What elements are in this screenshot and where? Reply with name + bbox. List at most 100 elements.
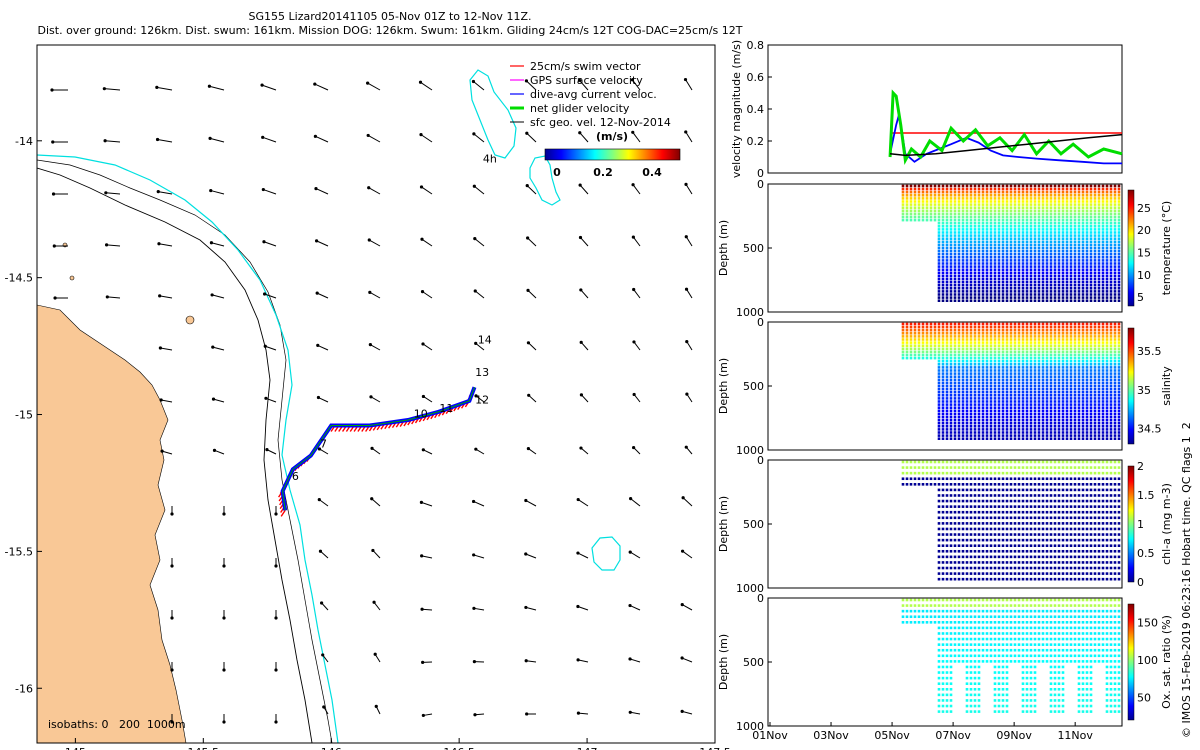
section-point — [1009, 328, 1013, 332]
velocity-arrow — [261, 84, 277, 91]
section-point — [933, 332, 937, 335]
section-point — [965, 397, 969, 400]
section-point — [1021, 218, 1025, 222]
section-point — [1049, 403, 1053, 406]
section-point — [1093, 256, 1097, 259]
section-point — [1105, 259, 1109, 262]
section-point — [1009, 256, 1013, 259]
section-point — [977, 347, 981, 351]
section-point — [985, 215, 989, 219]
section-point — [1057, 328, 1061, 332]
section-point — [1037, 549, 1041, 553]
section-point — [901, 471, 905, 475]
section-point — [949, 421, 953, 425]
section-point — [989, 283, 993, 287]
section-point — [1057, 375, 1061, 378]
velocity-arrow-head — [419, 133, 423, 137]
section-point — [1037, 434, 1041, 437]
section-point — [917, 332, 921, 335]
velocity-arrow — [262, 136, 277, 143]
section-point — [1009, 425, 1013, 428]
section-point — [1117, 431, 1121, 434]
section-point — [969, 246, 973, 250]
section-point — [997, 359, 1001, 363]
section-point — [1057, 332, 1061, 335]
section-point — [1045, 488, 1049, 492]
section-point — [957, 369, 961, 372]
section-point — [965, 477, 969, 481]
section-point — [1105, 363, 1109, 366]
section-point — [965, 488, 969, 492]
section-point — [1049, 510, 1053, 514]
section-point — [1001, 387, 1005, 391]
section-point — [929, 338, 933, 341]
section-point — [1005, 228, 1009, 231]
section-point — [1061, 353, 1065, 357]
velocity-arrow-head — [419, 500, 424, 505]
section-point — [1081, 409, 1085, 413]
section-point — [973, 262, 977, 265]
section-point — [1117, 274, 1121, 278]
section-point — [1113, 280, 1117, 284]
section-point — [1029, 237, 1033, 240]
section-point — [917, 328, 921, 332]
section-point — [1053, 394, 1057, 397]
section-point — [1097, 277, 1101, 281]
section-point — [1101, 412, 1105, 416]
section-point — [993, 522, 997, 525]
section-point — [1053, 406, 1057, 409]
section-point — [937, 522, 941, 525]
section-point — [1009, 290, 1013, 293]
section-point — [1049, 412, 1053, 416]
section-point — [1009, 394, 1013, 397]
section-point — [1045, 378, 1049, 382]
section-point — [1013, 184, 1017, 188]
section-point — [1109, 356, 1113, 360]
section-point — [1117, 184, 1121, 188]
section-y-tick-label: 500 — [743, 380, 764, 393]
section-point — [993, 237, 997, 240]
section-point — [1029, 538, 1033, 542]
section-point — [1001, 488, 1005, 492]
section-point — [1021, 187, 1025, 191]
section-point — [961, 194, 965, 197]
section-point — [977, 412, 981, 416]
section-point — [1073, 332, 1077, 335]
section-point — [1053, 347, 1057, 351]
section-point — [977, 325, 981, 329]
section-point — [917, 353, 921, 357]
section-point — [1037, 572, 1041, 575]
section-point — [977, 415, 981, 419]
section-point — [997, 246, 1001, 250]
section-point — [969, 332, 973, 335]
section-point — [1077, 212, 1081, 216]
section-point — [913, 218, 917, 222]
section-point — [973, 252, 977, 256]
section-point — [1045, 572, 1049, 575]
section-point — [937, 544, 941, 547]
section-point — [1037, 209, 1041, 213]
section-point — [969, 538, 973, 542]
section-point — [1073, 406, 1077, 409]
section-point — [997, 394, 1001, 397]
section-point — [1101, 299, 1105, 302]
section-point — [1065, 184, 1069, 188]
section-point — [977, 527, 981, 531]
section-point — [973, 483, 977, 486]
section-point — [1005, 249, 1009, 253]
section-point — [981, 290, 985, 293]
section-point — [901, 356, 905, 360]
section-point — [1069, 190, 1073, 194]
section-point — [1049, 522, 1053, 525]
section-point — [1049, 221, 1053, 225]
section-point — [1073, 322, 1077, 326]
section-point — [1037, 488, 1041, 492]
section-point — [1105, 234, 1109, 237]
section-point — [997, 228, 1001, 231]
section-point — [1049, 293, 1053, 296]
section-point — [989, 366, 993, 369]
section-point — [981, 280, 985, 284]
section-point — [921, 338, 925, 341]
section-point — [1073, 271, 1077, 275]
section-point — [1101, 234, 1105, 237]
